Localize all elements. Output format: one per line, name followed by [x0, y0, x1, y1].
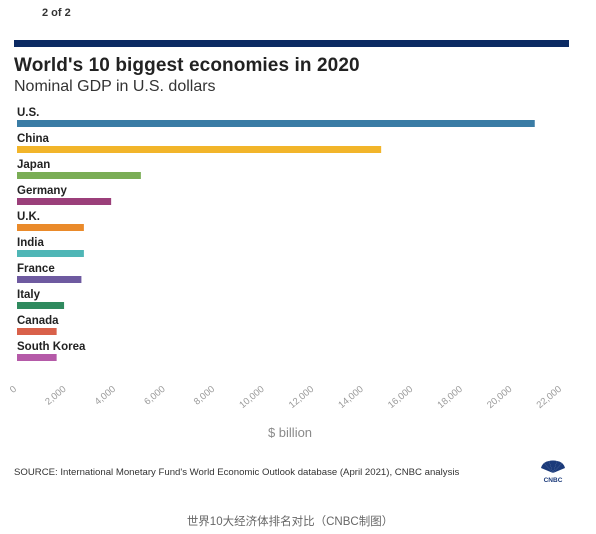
x-tick-label: 0 — [8, 384, 19, 396]
category-label: U.K. — [17, 211, 40, 223]
x-tick-label: 22,000 — [535, 384, 564, 411]
bar — [17, 172, 141, 179]
page-indicator: 2 of 2 — [42, 7, 71, 19]
x-tick-label: 6,000 — [142, 384, 167, 408]
source-note: SOURCE: International Monetary Fund's Wo… — [14, 467, 460, 478]
x-tick-label: 18,000 — [436, 384, 465, 411]
category-label: China — [17, 133, 50, 145]
x-tick-label: 14,000 — [336, 384, 365, 411]
category-label: U.S. — [17, 107, 39, 119]
bar — [17, 198, 112, 205]
x-tick-label: 20,000 — [485, 384, 514, 411]
x-tick-label: 16,000 — [386, 384, 415, 411]
bar — [17, 146, 382, 153]
chart-subtitle: Nominal GDP in U.S. dollars — [14, 78, 216, 95]
category-label: South Korea — [17, 341, 86, 353]
category-label: France — [17, 263, 55, 275]
x-tick-label: 8,000 — [192, 384, 217, 408]
bar — [17, 224, 84, 231]
x-tick-label: 10,000 — [237, 384, 266, 411]
category-label: Canada — [17, 315, 59, 327]
x-tick-label: 4,000 — [93, 384, 118, 408]
cnbc-peacock-logo: CNBC — [541, 460, 565, 483]
bar-chart: U.S. China Japan Germany U.K. India France Ital… — [8, 107, 564, 411]
svg-text:CNBC: CNBC — [544, 477, 563, 483]
category-label: Japan — [17, 159, 50, 171]
category-label: Germany — [17, 185, 67, 197]
x-tick-label: 2,000 — [43, 384, 68, 408]
top-rule — [14, 40, 569, 47]
category-label: India — [17, 237, 44, 249]
bar — [17, 250, 84, 257]
bar — [17, 276, 82, 283]
bar — [17, 120, 535, 127]
chart-title: World's 10 biggest economies in 2020 — [14, 55, 360, 76]
bar — [17, 354, 57, 361]
category-label: Italy — [17, 289, 41, 301]
x-axis-label: $ billion — [267, 425, 313, 440]
x-tick-label: 12,000 — [287, 384, 316, 411]
chart-card: 2 of 2 World's 10 biggest economies in 2… — [7, 7, 569, 483]
bar — [17, 328, 57, 335]
bar — [17, 302, 65, 309]
image-caption: 世界10大经济体排名对比（CNBC制图） — [186, 516, 394, 528]
